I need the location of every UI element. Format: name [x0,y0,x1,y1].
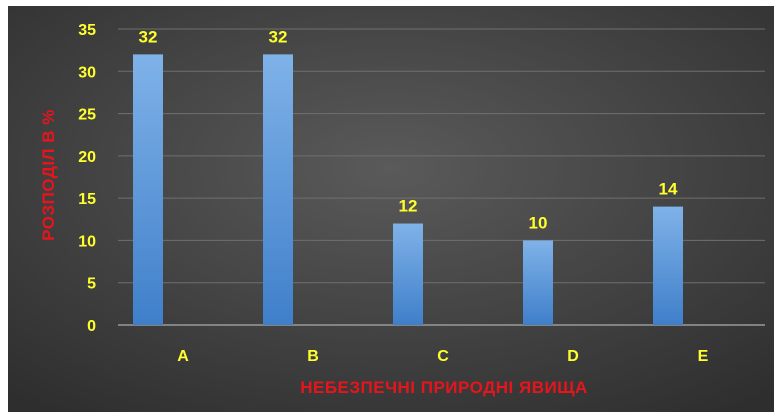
bars [133,54,683,325]
data-label-b: 32 [269,27,288,46]
y-tick-label: 15 [78,191,96,208]
y-axis-ticks: 0 5 10 15 20 25 30 35 [78,22,96,335]
x-tick-label-c: C [437,348,449,365]
y-tick-label: 25 [78,107,96,124]
y-tick-label: 0 [87,318,96,335]
x-axis-title: НЕБЕЗПЕЧНІ ПРИРОДНІ ЯВИЩА [300,378,588,397]
bar-c [393,223,423,325]
gridlines [118,28,765,326]
x-tick-label-d: D [567,348,579,365]
y-axis-title: РОЗПОДІЛ В % [39,109,58,241]
y-tick-label: 20 [78,149,96,166]
y-tick-label: 30 [78,64,96,81]
x-axis-ticks: A B C D E [177,348,708,365]
data-labels: 32 32 12 10 14 [139,27,678,232]
bar-e [653,206,683,325]
data-label-e: 14 [659,180,678,199]
y-tick-label: 10 [78,233,96,250]
data-label-a: 32 [139,27,158,46]
data-label-c: 12 [399,197,418,216]
bar-a [133,54,163,325]
x-tick-label-b: B [307,348,319,365]
y-tick-label: 35 [78,22,96,39]
y-tick-label: 5 [87,276,96,293]
x-tick-label-e: E [698,348,709,365]
x-tick-label-a: A [177,348,189,365]
data-label-d: 10 [529,213,548,232]
bar-b [263,54,293,325]
bar-d [523,240,553,325]
